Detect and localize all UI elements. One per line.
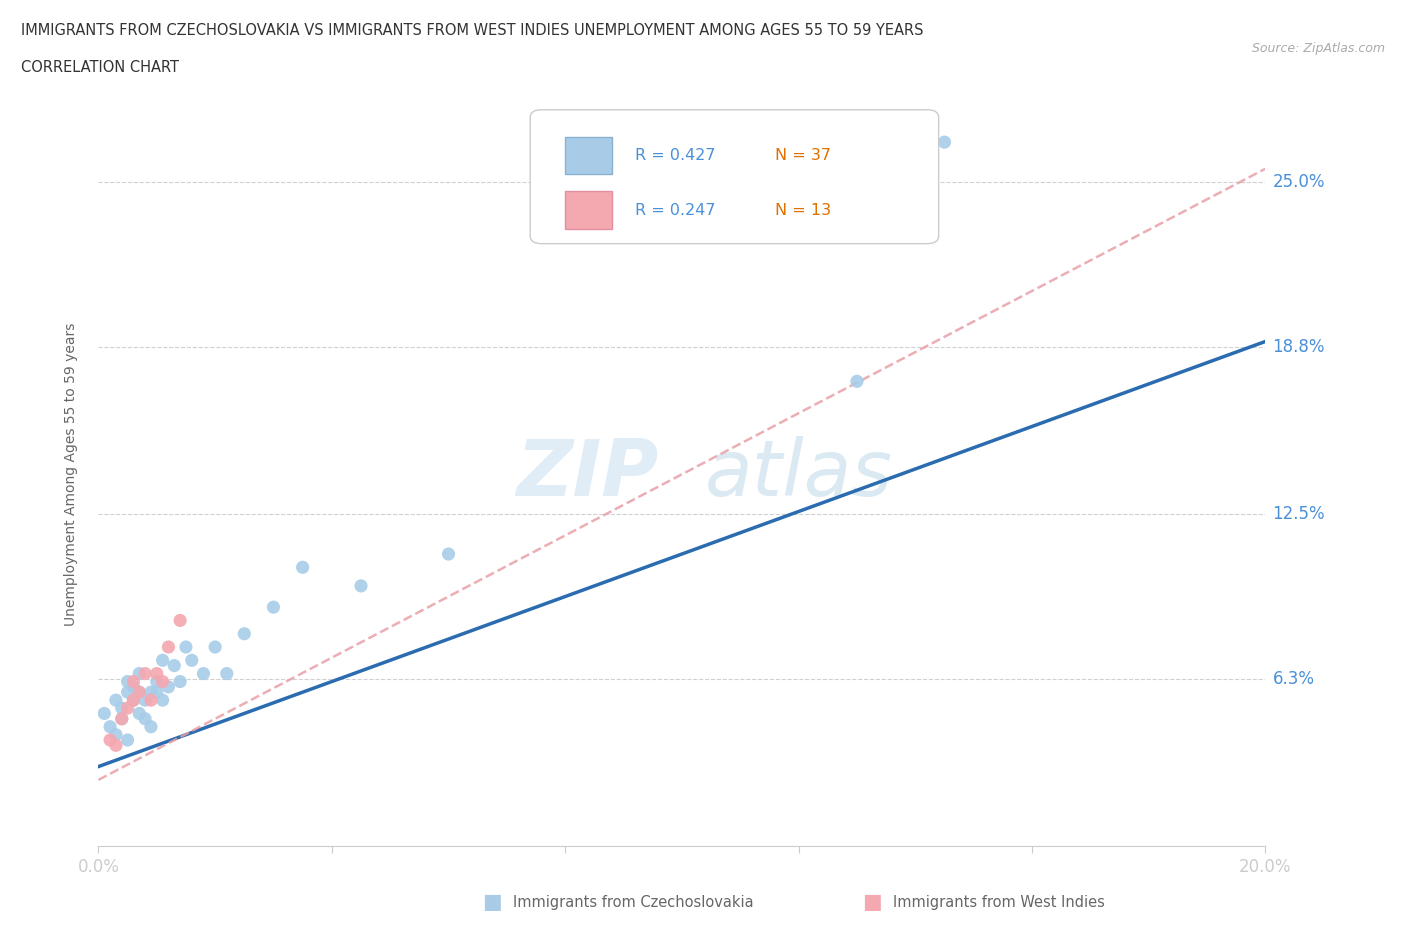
- Point: [174, 640, 197, 655]
- Text: Immigrants from West Indies: Immigrants from West Indies: [893, 895, 1105, 910]
- Point: [163, 658, 186, 673]
- FancyBboxPatch shape: [565, 192, 612, 229]
- Point: [169, 613, 191, 628]
- Point: [117, 733, 139, 748]
- Point: [291, 560, 314, 575]
- Point: [111, 711, 134, 726]
- FancyBboxPatch shape: [530, 110, 939, 244]
- Point: [93, 706, 115, 721]
- Point: [122, 693, 145, 708]
- Point: [98, 719, 121, 734]
- Point: [193, 666, 215, 681]
- Text: N = 37: N = 37: [775, 148, 831, 163]
- Point: [104, 693, 127, 708]
- Point: [157, 640, 180, 655]
- Point: [134, 666, 156, 681]
- Point: [104, 727, 127, 742]
- Point: [350, 578, 373, 593]
- Text: R = 0.247: R = 0.247: [636, 203, 716, 218]
- Point: [111, 700, 134, 715]
- Point: [117, 674, 139, 689]
- Point: [262, 600, 284, 615]
- FancyBboxPatch shape: [565, 137, 612, 174]
- Text: atlas: atlas: [706, 436, 893, 512]
- Text: Source: ZipAtlas.com: Source: ZipAtlas.com: [1251, 42, 1385, 55]
- Text: 12.5%: 12.5%: [1272, 505, 1324, 524]
- Point: [146, 684, 169, 699]
- Point: [845, 374, 868, 389]
- Point: [215, 666, 238, 681]
- Point: [146, 666, 169, 681]
- Point: [134, 711, 156, 726]
- Point: [152, 653, 174, 668]
- Text: 18.8%: 18.8%: [1272, 338, 1324, 356]
- Point: [104, 737, 127, 752]
- Point: [180, 653, 202, 668]
- Point: [117, 684, 139, 699]
- Point: [204, 640, 226, 655]
- Text: ■: ■: [862, 892, 882, 912]
- Point: [134, 693, 156, 708]
- Point: [128, 684, 150, 699]
- Text: CORRELATION CHART: CORRELATION CHART: [21, 60, 179, 75]
- Point: [122, 674, 145, 689]
- Point: [169, 674, 191, 689]
- Point: [437, 547, 460, 562]
- Point: [122, 693, 145, 708]
- Text: ZIP: ZIP: [516, 436, 658, 512]
- Point: [152, 693, 174, 708]
- Point: [152, 674, 174, 689]
- Point: [157, 680, 180, 695]
- Point: [128, 684, 150, 699]
- Point: [122, 680, 145, 695]
- Text: 6.3%: 6.3%: [1272, 670, 1315, 688]
- Point: [117, 700, 139, 715]
- Text: IMMIGRANTS FROM CZECHOSLOVAKIA VS IMMIGRANTS FROM WEST INDIES UNEMPLOYMENT AMONG: IMMIGRANTS FROM CZECHOSLOVAKIA VS IMMIGR…: [21, 23, 924, 38]
- Point: [233, 626, 256, 641]
- Point: [139, 719, 162, 734]
- Text: R = 0.427: R = 0.427: [636, 148, 716, 163]
- Text: Immigrants from Czechoslovakia: Immigrants from Czechoslovakia: [513, 895, 754, 910]
- Point: [146, 674, 169, 689]
- Point: [139, 693, 162, 708]
- Point: [128, 706, 150, 721]
- Point: [111, 711, 134, 726]
- Y-axis label: Unemployment Among Ages 55 to 59 years: Unemployment Among Ages 55 to 59 years: [63, 323, 77, 626]
- Text: ■: ■: [482, 892, 502, 912]
- Point: [98, 733, 121, 748]
- Text: 25.0%: 25.0%: [1272, 173, 1324, 191]
- Text: N = 13: N = 13: [775, 203, 831, 218]
- Point: [128, 666, 150, 681]
- Point: [934, 135, 956, 150]
- Point: [139, 684, 162, 699]
